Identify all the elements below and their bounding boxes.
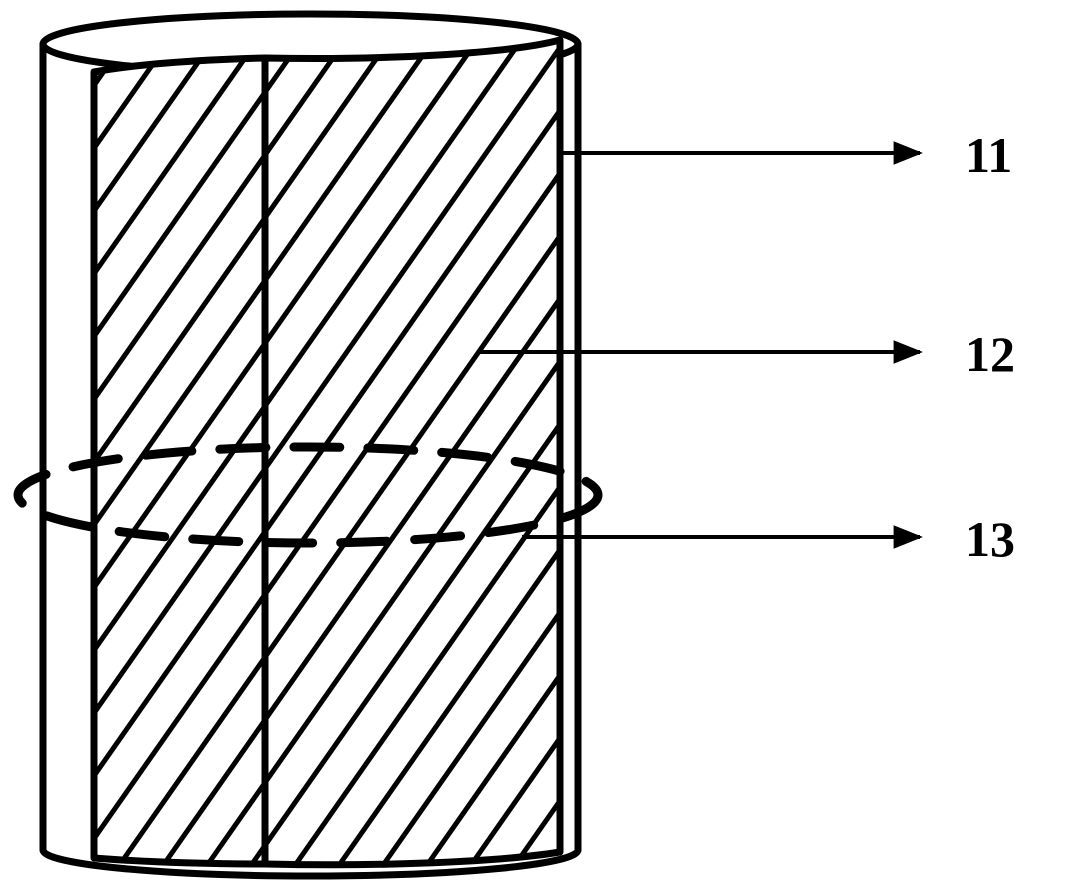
callout-label-13: 13 — [965, 511, 1015, 567]
diagram-svg: 11 12 13 — [0, 0, 1090, 895]
callout-label-11: 11 — [965, 127, 1012, 183]
callout-label-12: 12 — [965, 326, 1015, 382]
